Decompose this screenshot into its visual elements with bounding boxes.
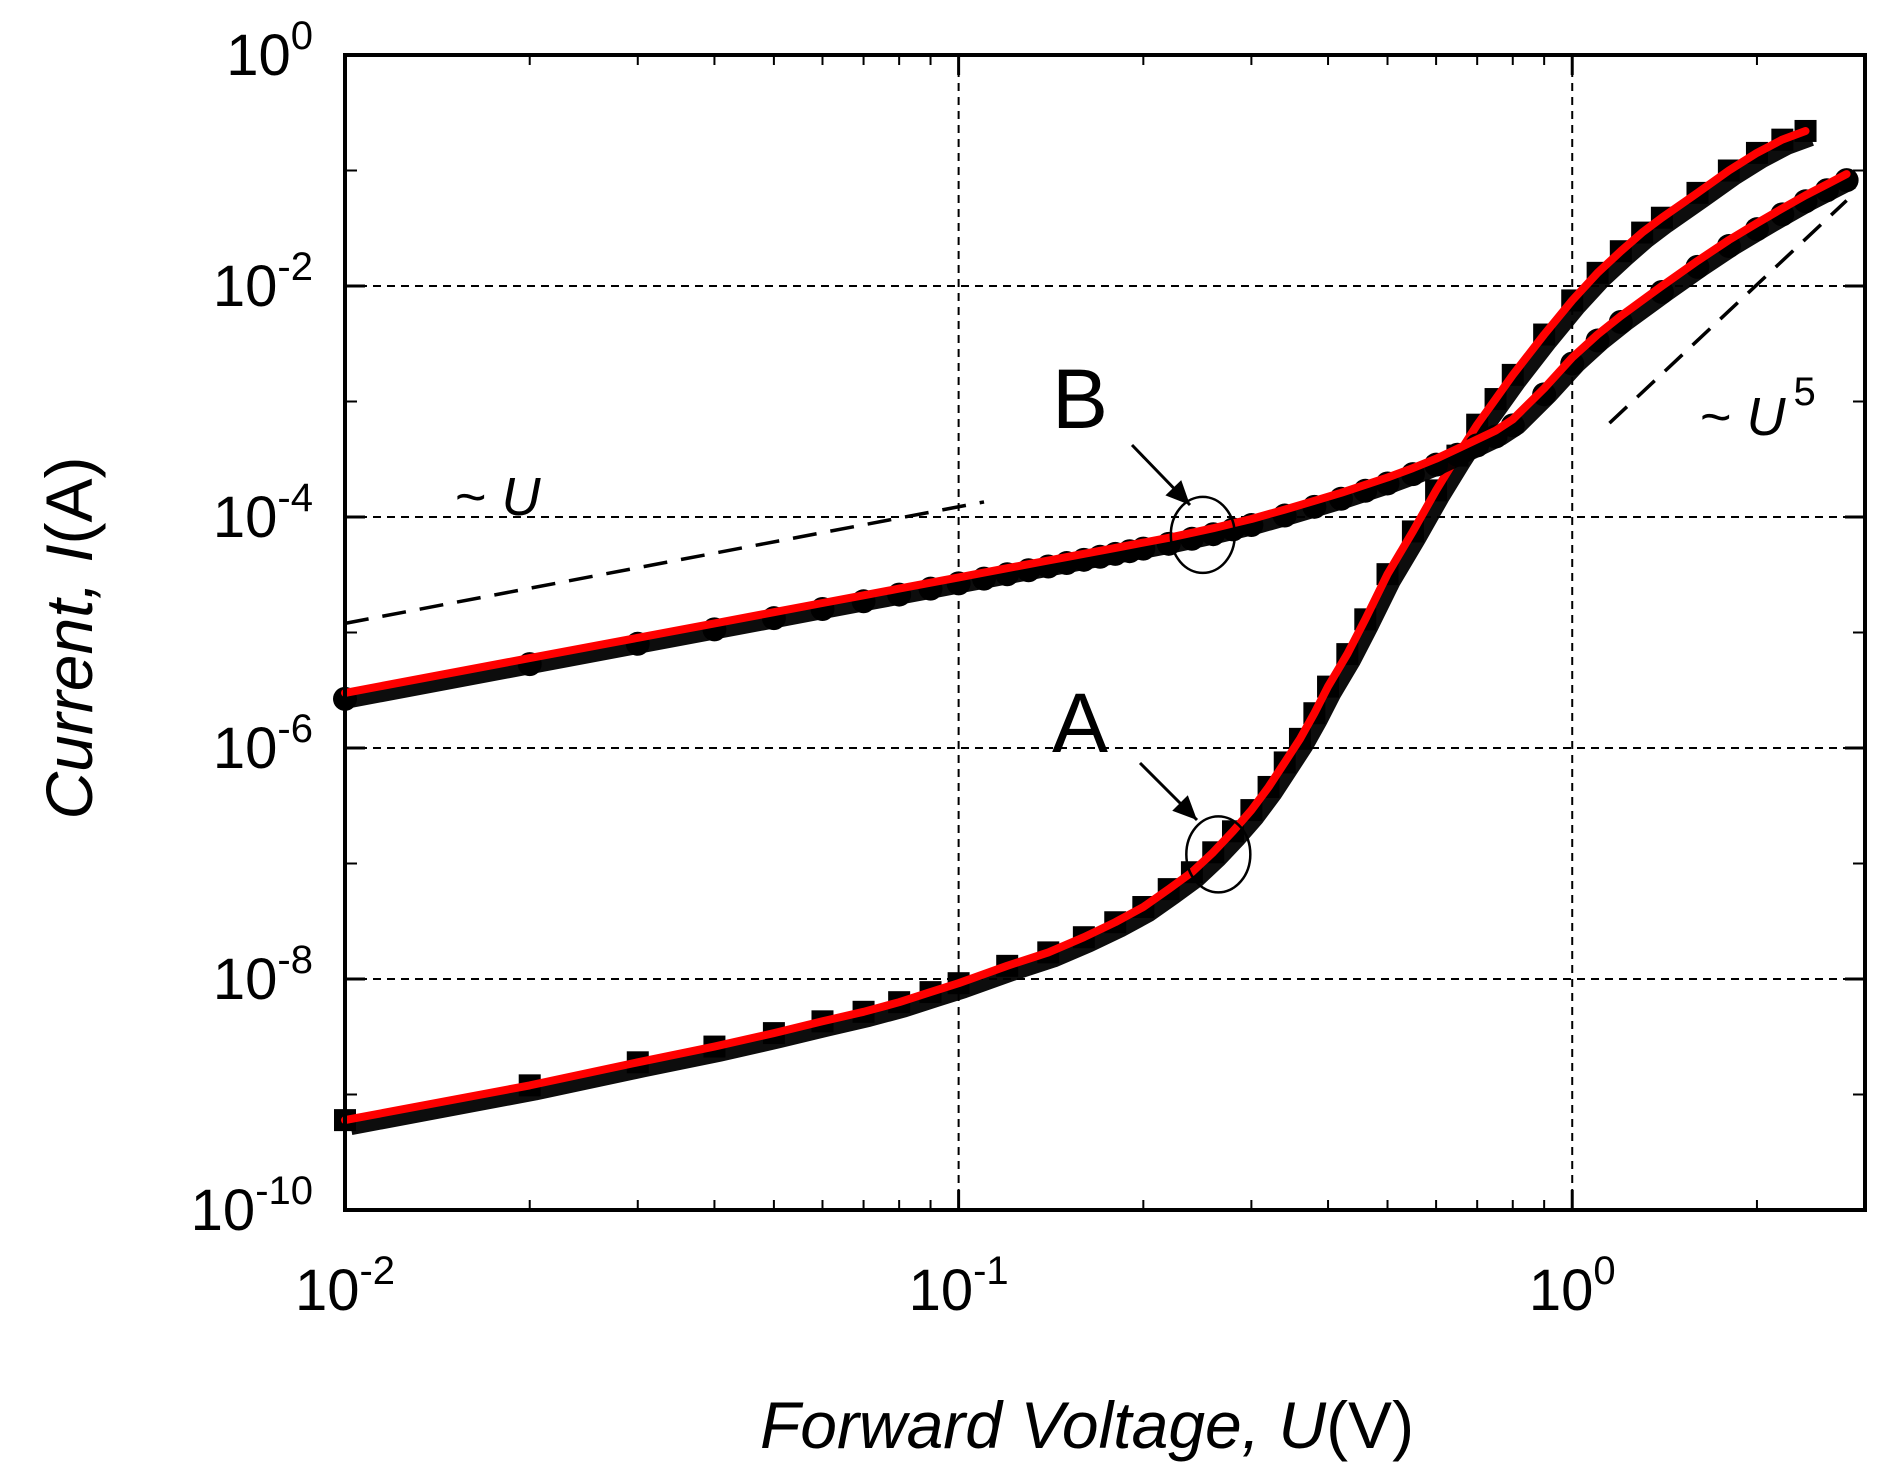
- y-tick-label-base: 10: [191, 1178, 256, 1243]
- reference-label-prefix: ~: [455, 467, 502, 527]
- x-tick-label-base: 10: [295, 1258, 360, 1323]
- y-axis-label-var: I: [32, 544, 106, 562]
- reference-label: ~ U: [455, 467, 542, 527]
- x-tick-label: 10-1: [909, 1249, 1009, 1323]
- y-tick-label: 10-8: [213, 938, 313, 1012]
- series-band-A: [349, 132, 1814, 1135]
- reference-line: [1608, 199, 1848, 425]
- y-tick-label-base: 10: [213, 947, 278, 1012]
- y-tick-label-exp: 0: [291, 14, 313, 58]
- x-tick-label: 100: [1529, 1249, 1616, 1323]
- reference-label-var: U: [502, 467, 542, 527]
- x-axis-label-prefix: Forward Voltage,: [760, 1388, 1278, 1462]
- reference-label-exp: 5: [1794, 370, 1816, 414]
- reference-label-var: U: [1747, 387, 1787, 447]
- y-tick-label-exp: -8: [277, 938, 313, 982]
- y-tick-label-exp: -6: [277, 707, 313, 751]
- reference-line: [344, 500, 985, 626]
- fit-line-A: [341, 127, 1810, 1125]
- series-band-B: [349, 175, 1856, 708]
- x-tick-label: 10-2: [295, 1249, 395, 1323]
- x-tick-label-base: 10: [1529, 1258, 1594, 1323]
- x-axis-label-var: U: [1278, 1388, 1326, 1462]
- y-tick-label-exp: -4: [277, 476, 313, 520]
- annotations: BA: [1052, 352, 1252, 894]
- x-axis-label: Forward Voltage, U(V): [760, 1388, 1414, 1462]
- curve-label-A: A: [1052, 676, 1108, 770]
- x-tick-label-exp: -2: [359, 1249, 395, 1293]
- x-axis-label-unit: (V): [1326, 1388, 1414, 1462]
- y-tick-label-base: 10: [213, 254, 278, 319]
- fit-line-B: [341, 170, 1851, 697]
- y-axis-label-prefix: Current,: [32, 563, 106, 820]
- x-tick-label-exp: -1: [973, 1249, 1009, 1293]
- y-tick-label-base: 10: [213, 485, 278, 550]
- grid: [345, 55, 1865, 1210]
- annotation-arrowhead: [1172, 795, 1197, 820]
- annotation-arrowhead: [1165, 480, 1190, 505]
- annotation-ellipse: [1169, 495, 1237, 575]
- data-series: [333, 119, 1859, 1135]
- y-tick-label: 10-4: [213, 476, 313, 550]
- y-axis-label-unit: (A): [32, 456, 106, 544]
- y-tick-label: 10-10: [191, 1169, 313, 1243]
- y-tick-label: 10-2: [213, 245, 313, 319]
- y-tick-label: 10-6: [213, 707, 313, 781]
- x-tick-label-base: 10: [909, 1258, 974, 1323]
- y-tick-label: 100: [226, 14, 313, 88]
- y-tick-label-base: 10: [213, 716, 278, 781]
- annotation-ellipse: [1185, 815, 1252, 894]
- y-tick-label-exp: -2: [277, 245, 313, 289]
- reference-label-prefix: ~: [1700, 387, 1747, 447]
- x-tick-label-exp: 0: [1593, 1249, 1615, 1293]
- y-axis-label: Current, I(A): [32, 456, 106, 819]
- y-tick-label-exp: -10: [255, 1169, 313, 1213]
- y-tick-label-base: 10: [226, 23, 291, 88]
- curve-label-B: B: [1052, 352, 1108, 446]
